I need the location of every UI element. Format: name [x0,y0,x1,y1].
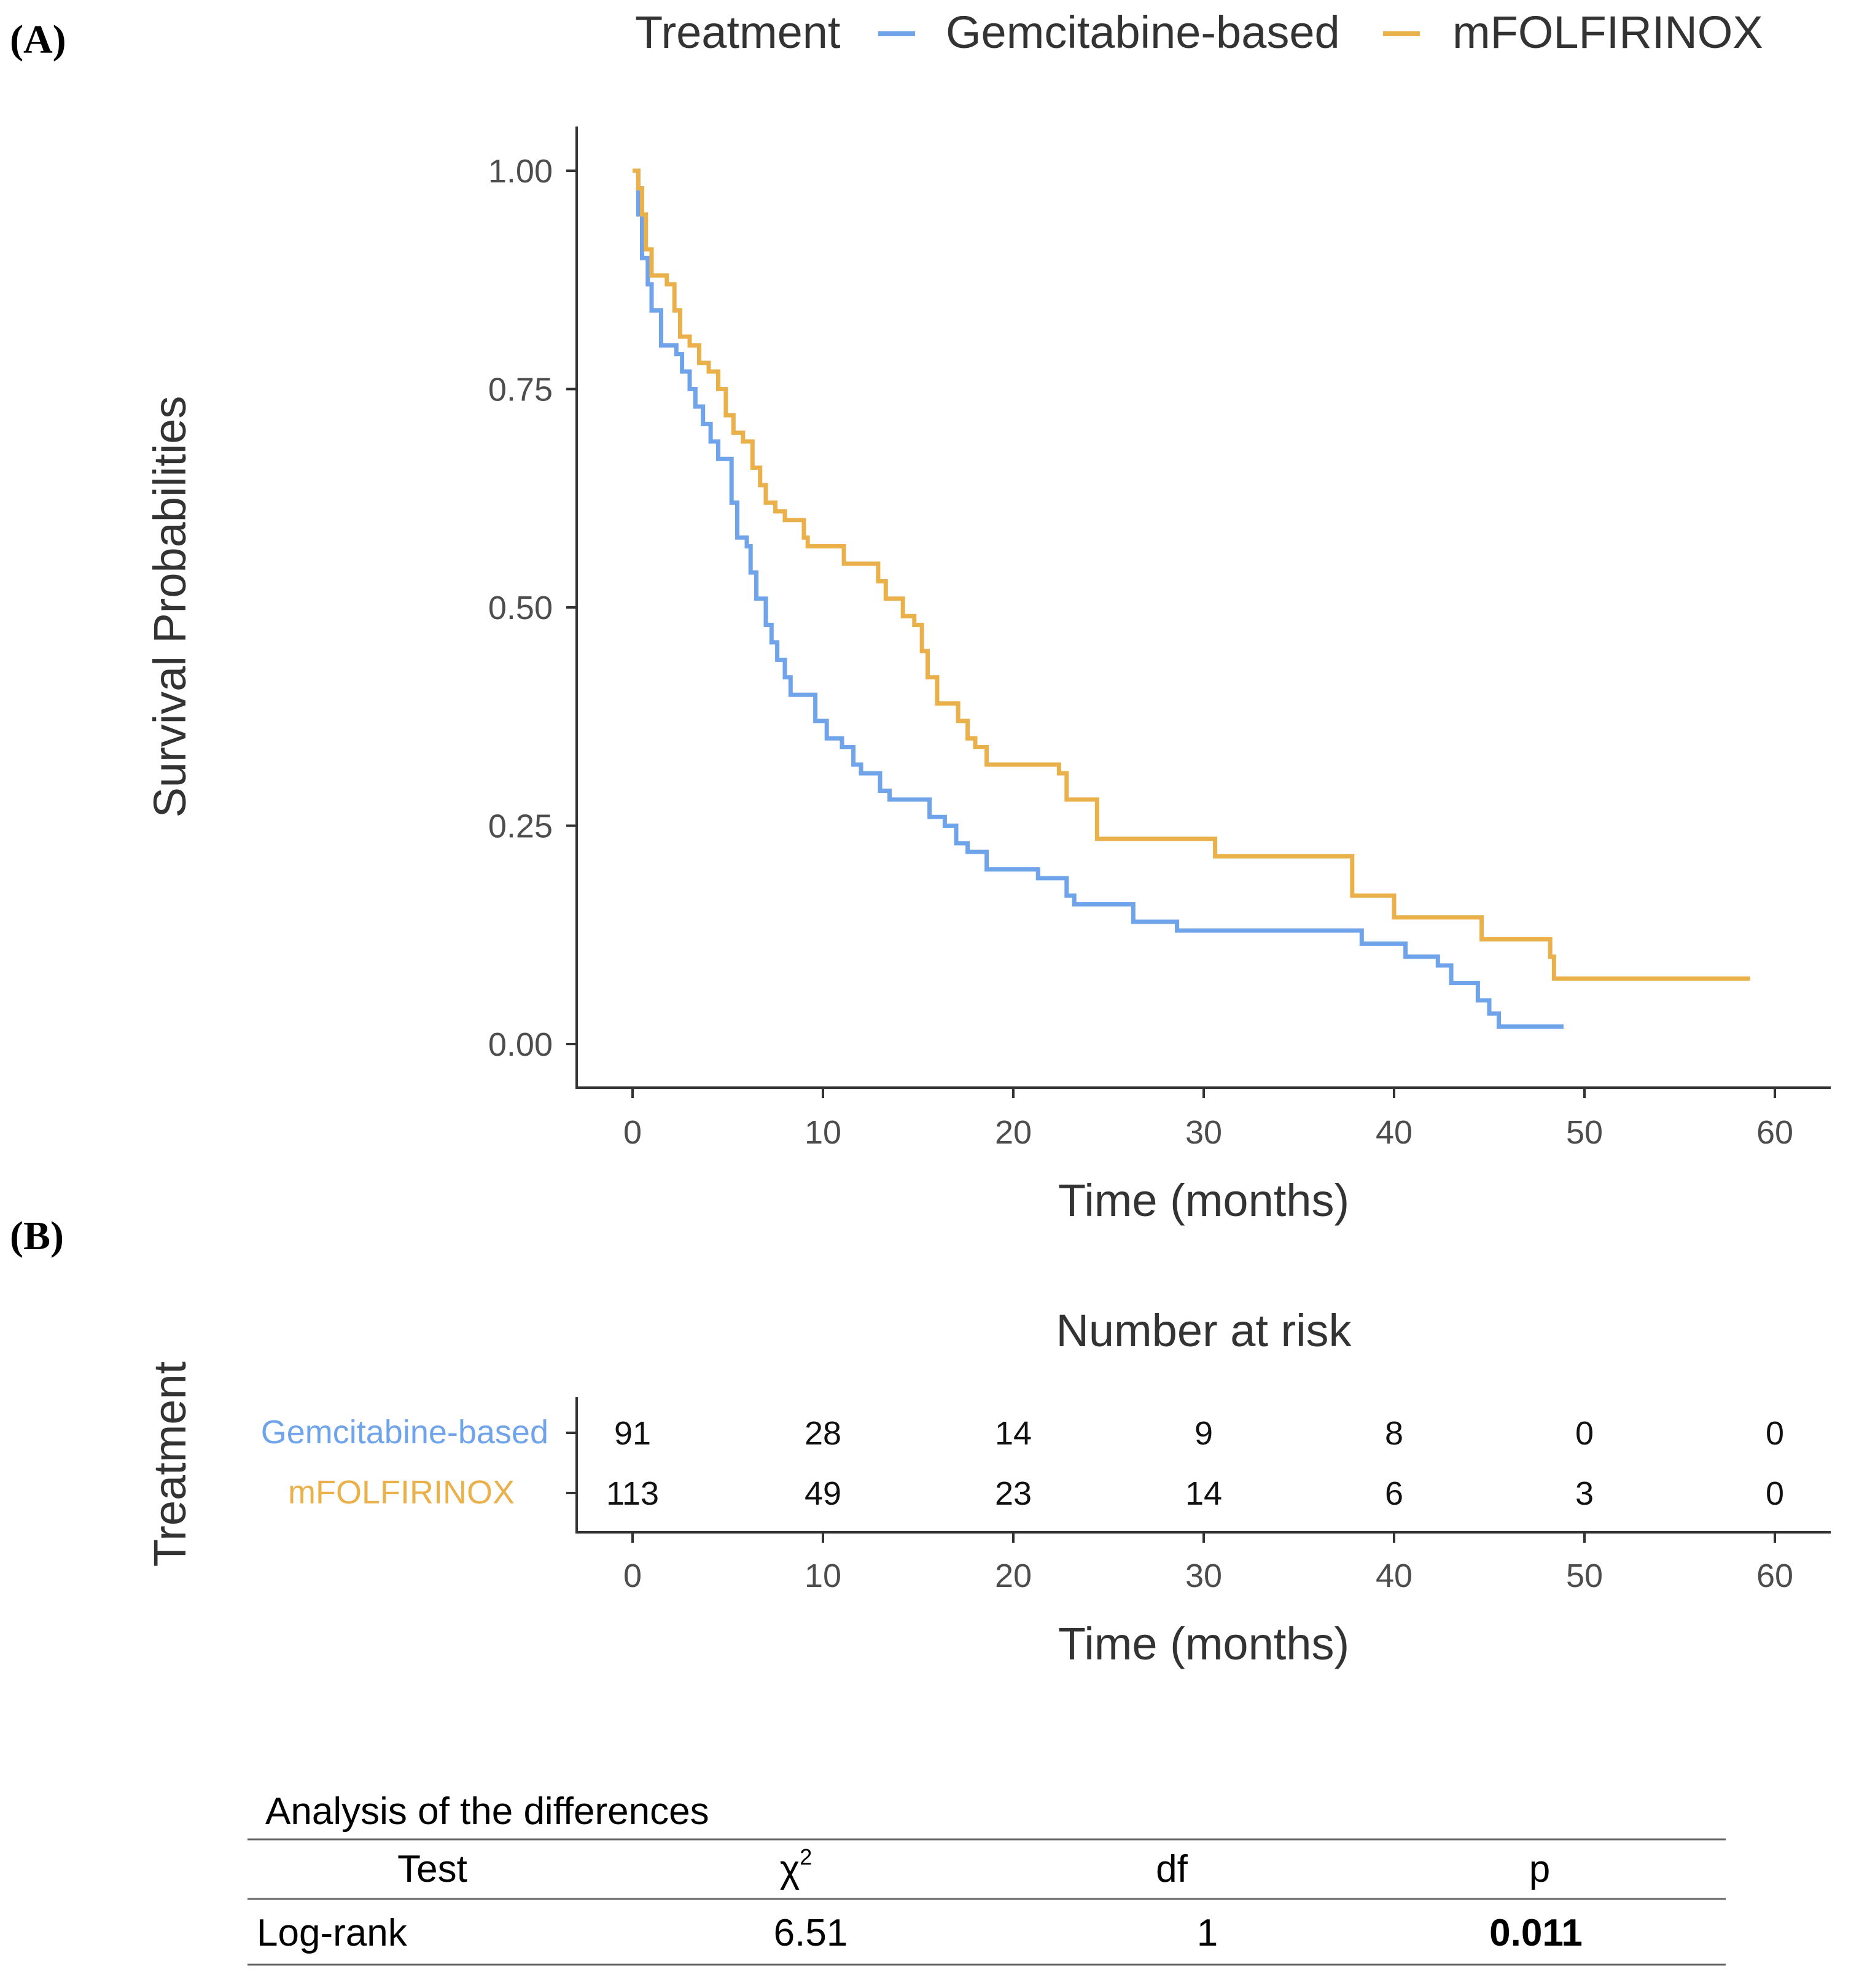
cell-df: 1 [1197,1912,1218,1954]
risk-x-tick-label: 30 [1185,1557,1222,1594]
header-p: p [1529,1848,1550,1890]
y-tick-label: 0.25 [488,808,553,845]
x-tick-label: 20 [995,1114,1032,1151]
x-tick-label: 30 [1185,1114,1222,1151]
mfolfirinox-survival-curve [633,168,1750,981]
risk-cell: 49 [805,1475,841,1512]
risk-cell: 23 [995,1475,1032,1512]
legend-label-mfolfirinox: mFOLFIRINOX [1452,7,1763,58]
risk-cell: 14 [1185,1475,1222,1512]
y-tick-label: 0.00 [488,1026,553,1063]
cell-test-name: Log-rank [257,1912,408,1954]
risk-cell: 0 [1575,1415,1594,1452]
x-tick-label: 60 [1756,1114,1793,1151]
header-chi-squared: χ2 [780,1844,812,1890]
risk-x-tick-label: 0 [623,1557,642,1594]
risk-cell: 0 [1766,1415,1784,1452]
risk-x-tick-label: 40 [1376,1557,1413,1594]
risk-cell: 91 [614,1415,651,1452]
cell-p-value: 0.011 [1489,1912,1583,1954]
chi-symbol: χ [780,1848,800,1890]
header-test: Test [397,1848,467,1890]
y-tick-label: 0.75 [488,372,553,408]
header-df: df [1156,1848,1188,1890]
risk-x-tick-label: 60 [1756,1557,1793,1594]
analysis-table: Analysis of the differences Test χ2 df p… [247,1790,1726,1966]
risk-x-tick-label: 10 [805,1557,841,1594]
panel-label-b: (B) [10,1214,64,1258]
risk-cell: 28 [805,1415,841,1452]
x-tick-label: 40 [1376,1114,1413,1151]
risk-table-title: Number at risk [1056,1305,1352,1356]
risk-cell: 9 [1194,1415,1213,1452]
panel-label-a: (A) [10,17,66,62]
x-tick-label: 50 [1566,1114,1603,1151]
risk-cell: 0 [1766,1475,1784,1512]
risk-cell: 113 [606,1475,659,1512]
risk-cell: 14 [995,1415,1032,1452]
risk-table: Number at risk Treatment Gemcitabine-bas… [144,1305,1831,1669]
x-axis-title: Time (months) [1058,1175,1349,1226]
survival-plot: 0 10 20 30 40 50 60 0.00 0.25 0.50 0.75 1.00 Surviv… [144,127,1831,1226]
x-tick-label: 10 [805,1114,841,1151]
gemcitabine-survival-curve [633,168,1564,1029]
y-axis-title: Survival Probabilities [144,396,195,818]
x-tick-label: 0 [623,1114,642,1151]
risk-cell: 3 [1575,1475,1594,1512]
risk-x-tick-label: 20 [995,1557,1032,1594]
y-tick-label: 0.50 [488,590,553,626]
risk-row-label-gemcitabine: Gemcitabine-based [261,1414,548,1451]
risk-cell: 8 [1385,1415,1403,1452]
y-tick-label: 1.00 [488,153,553,190]
cell-chi-squared: 6.51 [774,1912,848,1954]
chi-superscript: 2 [800,1844,812,1869]
risk-x-tick-label: 50 [1566,1557,1603,1594]
legend: Treatment Gemcitabine-based mFOLFIRINOX [635,7,1763,58]
legend-title: Treatment [635,7,841,58]
risk-cell: 6 [1385,1475,1403,1512]
analysis-title: Analysis of the differences [265,1790,709,1833]
legend-label-gemcitabine: Gemcitabine-based [946,7,1340,58]
risk-row-label-mfolfirinox: mFOLFIRINOX [288,1474,515,1511]
risk-x-axis-title: Time (months) [1058,1618,1349,1669]
risk-table-y-title: Treatment [144,1361,195,1567]
